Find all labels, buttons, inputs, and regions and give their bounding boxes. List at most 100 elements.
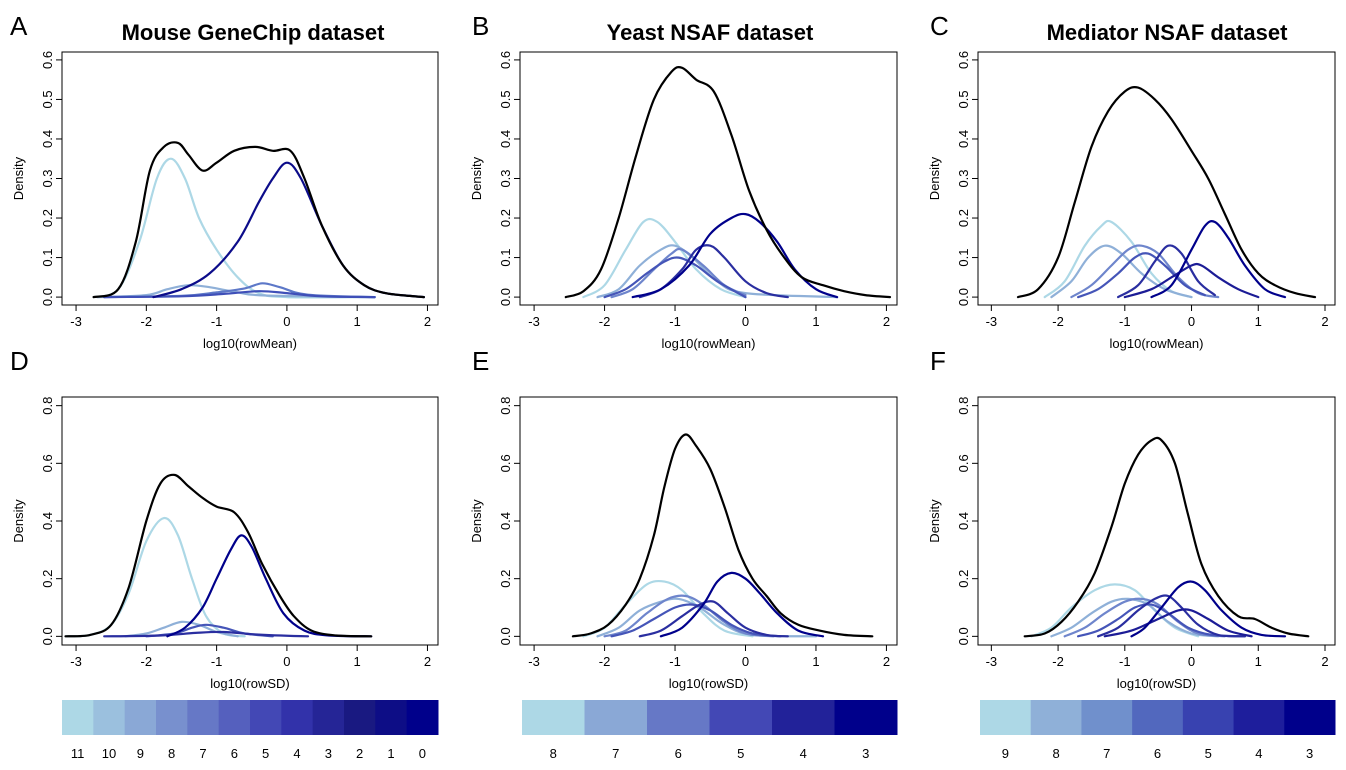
- x-axis-label: log10(rowSD): [669, 676, 748, 691]
- x-tick-label: 0: [1188, 654, 1195, 669]
- legend-label: 9: [1002, 746, 1009, 761]
- legend-swatch: [584, 700, 648, 735]
- legend-swatch: [980, 700, 1032, 735]
- density-curve-6: [1103, 608, 1253, 638]
- y-tick-label: 0.6: [956, 454, 971, 472]
- density-curve-7: [571, 433, 874, 638]
- x-tick-label: -3: [528, 654, 540, 669]
- y-tick-label: 0.2: [40, 209, 55, 227]
- legend-label: 6: [675, 746, 682, 761]
- density-curve-1: [582, 579, 754, 638]
- plot-frame: [519, 51, 898, 306]
- legend-swatch: [709, 700, 773, 735]
- y-tick-label: 0.2: [956, 209, 971, 227]
- density-curve-6: [64, 473, 373, 638]
- density-curve-4: [610, 603, 782, 638]
- density-curve-3: [603, 594, 775, 638]
- y-tick-label: 0.2: [40, 570, 55, 588]
- x-tick-label: -3: [986, 654, 998, 669]
- legend-swatch: [1030, 700, 1082, 735]
- x-tick-label: 2: [883, 314, 890, 329]
- density-curve-6: [1123, 262, 1260, 299]
- density-curve-7: [564, 65, 892, 299]
- density-curve-7: [1130, 580, 1287, 638]
- y-tick-label: 0.5: [956, 90, 971, 108]
- y-tick-label: 0.6: [40, 454, 55, 472]
- legend-swatch: [312, 700, 345, 735]
- legend-swatch: [1081, 700, 1133, 735]
- y-tick-label: 0.2: [956, 570, 971, 588]
- x-tick-label: 0: [742, 314, 749, 329]
- x-tick-label: 1: [1255, 314, 1262, 329]
- density-curve-1: [92, 157, 376, 299]
- legend-swatch: [156, 700, 188, 735]
- x-tick-label: -3: [70, 314, 82, 329]
- legend-swatch: [647, 700, 710, 735]
- density-curve-5: [152, 161, 425, 299]
- legend-label: 0: [419, 746, 426, 761]
- legend-label: 3: [1306, 746, 1313, 761]
- legend-swatch: [1233, 700, 1285, 735]
- x-tick-label: -2: [1052, 314, 1064, 329]
- legend-label: 4: [293, 746, 300, 761]
- plot-frame: [977, 51, 1336, 306]
- legend-swatch: [250, 700, 282, 735]
- x-tick-label: -1: [669, 654, 681, 669]
- legend-label: 7: [199, 746, 206, 761]
- density-panel-f: -3 -2 -1 0 1 2 0.0 0.2 0.4 0.6 0.8 log10(rowSD) Dens…: [927, 396, 1336, 691]
- density-panel-c: -3 -2 -1 0 1 2 0.0 0.1 0.2 0.3 0.4 0.5 0.6 log10(rowM…: [927, 51, 1336, 351]
- density-curve-5: [638, 600, 789, 638]
- legend-label: 8: [550, 746, 557, 761]
- x-tick-label: 0: [1188, 314, 1195, 329]
- y-axis-label: Density: [927, 156, 942, 200]
- legend-swatch: [124, 700, 157, 735]
- y-tick-label: 0.0: [498, 627, 513, 645]
- x-tick-label: 1: [354, 654, 361, 669]
- y-tick-label: 0.0: [40, 627, 55, 645]
- legend-swatch: [834, 700, 898, 735]
- y-tick-label: 0.6: [498, 454, 513, 472]
- plot-frame: [61, 396, 439, 646]
- y-axis-label: Density: [11, 156, 26, 200]
- legend-label: 1: [387, 746, 394, 761]
- y-tick-label: 0.1: [40, 249, 55, 267]
- y-tick-label: 0.2: [498, 209, 513, 227]
- x-tick-label: -2: [599, 314, 611, 329]
- legend-label: 5: [262, 746, 269, 761]
- density-curve-2: [96, 284, 376, 299]
- x-axis-label: log10(rowSD): [210, 676, 289, 691]
- color-legend-mouse: 11 10 9 8 7 6 5 4 3 2 1 0: [62, 700, 439, 761]
- panel-letter-b: B: [472, 11, 489, 41]
- legend-swatch: [406, 700, 439, 735]
- x-tick-label: -3: [528, 314, 540, 329]
- y-tick-label: 0.0: [956, 627, 971, 645]
- y-tick-label: 0.6: [956, 51, 971, 69]
- y-tick-label: 0.2: [498, 570, 513, 588]
- y-tick-label: 0.3: [40, 169, 55, 187]
- panel-letter-a: A: [10, 11, 28, 41]
- x-axis-label: log10(rowSD): [1117, 676, 1196, 691]
- x-tick-label: -2: [141, 654, 153, 669]
- x-tick-label: 2: [424, 314, 431, 329]
- density-panel-e: -3 -2 -1 0 1 2 0.0 0.2 0.4 0.6 0.8 log10(rowSD) Dens…: [469, 396, 898, 691]
- legend-swatch: [375, 700, 408, 735]
- x-tick-label: -2: [599, 654, 611, 669]
- density-curve-4: [103, 630, 310, 638]
- panel-letter-e: E: [472, 346, 489, 376]
- y-tick-label: 0.8: [956, 397, 971, 415]
- y-axis-label: Density: [11, 499, 26, 543]
- y-axis-label: Density: [469, 156, 484, 200]
- x-tick-label: -2: [141, 314, 153, 329]
- x-tick-label: 1: [812, 654, 819, 669]
- density-curve-8: [1016, 86, 1317, 299]
- panel-a-title: Mouse GeneChip dataset: [122, 20, 386, 45]
- x-tick-label: 2: [424, 654, 431, 669]
- y-tick-label: 0.4: [956, 130, 971, 148]
- x-tick-label: -1: [1119, 654, 1131, 669]
- y-tick-label: 0.0: [40, 288, 55, 306]
- y-tick-label: 0.4: [956, 512, 971, 530]
- density-curve-5: [1117, 244, 1216, 299]
- color-legend-mediator: 9 8 7 6 5 4 3: [980, 700, 1336, 761]
- panel-letter-f: F: [930, 346, 946, 376]
